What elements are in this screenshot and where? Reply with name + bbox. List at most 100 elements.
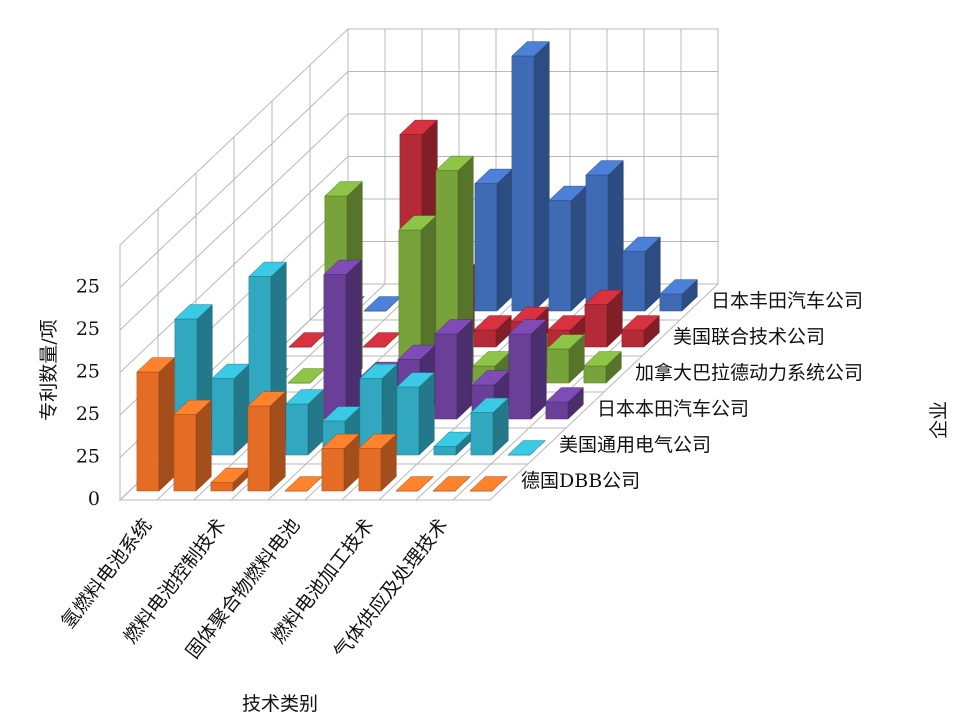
y-tick-label: 25 [76,276,100,298]
bar [395,476,434,492]
bar [659,279,698,312]
bar [508,319,547,420]
bar-side [533,41,550,312]
bar-top [359,363,398,379]
bar-side [233,363,250,456]
bar [247,391,286,492]
bar [285,389,324,456]
legend-label: 日本丰田汽车公司 [711,290,863,312]
bar [396,372,435,456]
bar-side [530,319,547,420]
bar [358,433,397,492]
bar [321,433,360,492]
bar [323,259,362,420]
bar-top [546,334,585,350]
bar [511,41,550,312]
grid-line [119,113,718,331]
bar [583,351,622,384]
bar-front [434,333,458,420]
bar-top [248,261,287,277]
y-axis-title: 专利数量/项 [38,319,60,420]
bar-side [607,160,624,312]
bar-front [321,448,345,492]
bar-side [158,357,175,492]
bar-top [395,476,434,492]
bar [621,315,660,348]
bar [548,185,587,312]
bar-top [136,357,175,373]
bar-front [474,183,498,312]
bar-top [435,155,474,171]
bar-side [269,391,286,492]
bar-top [659,279,698,295]
y-tick-label: 25 [76,361,100,383]
bar-front [323,274,347,420]
bar-side [496,168,513,312]
bar-top [621,315,660,331]
bar-top [508,319,547,335]
bar-top [470,397,509,413]
bar-top [174,304,213,320]
bar [546,334,585,384]
bar-top [321,433,360,449]
bar [173,399,212,492]
grid-line [119,71,718,288]
bar [398,215,437,384]
bar-top [473,315,512,331]
bar [474,168,513,312]
bar-top [247,391,286,407]
y-tick-label: 25 [76,446,100,468]
bar-top [584,289,623,305]
bar-front [584,304,608,348]
bar-top [434,319,473,335]
bar-side [456,319,473,420]
bar-top [324,181,363,197]
legend-label: 美国联合技术公司 [673,326,825,348]
bar-front [511,55,535,312]
bar-front [396,386,420,456]
bar-top [323,259,362,275]
bar [433,431,472,456]
bar-front [548,200,572,312]
x-axis-title: 技术类别 [242,693,318,715]
legend-label: 加拿大巴拉德动力系统公司 [635,361,863,384]
bar-front [210,482,234,492]
bar-side [570,185,587,312]
bar-front [136,371,160,492]
bar-front [659,293,683,312]
bar-front [358,448,382,492]
bar-front [622,251,646,312]
y-tick-label: 25 [76,403,100,425]
bar-top [396,372,435,388]
bar-top [585,160,624,176]
legend-label: 美国通用电气公司 [559,434,711,456]
bar [210,467,249,492]
bar-top [507,440,546,456]
bar [545,387,584,420]
bar-top [622,236,661,252]
bar [585,160,624,312]
bar-top [399,119,438,135]
bar-front [473,329,497,348]
bar [473,315,512,348]
bar-front [546,348,570,384]
bar-front [433,446,457,456]
bar-front [211,378,235,456]
bar-top [511,41,550,57]
z-axis-title: 企业 [928,401,950,439]
bar [507,440,546,456]
bar-front [545,401,569,420]
bar [136,357,175,492]
bar-front [173,414,197,492]
bar-front [508,333,532,420]
legend-label: 德国DBB公司 [521,470,640,492]
bar [469,476,508,492]
bar-top [545,387,584,403]
grid-line [119,156,718,373]
bar [432,476,471,492]
bar-front [285,403,309,456]
legend-label: 日本本田汽车公司 [597,398,749,420]
bar-front [621,329,645,348]
bar-front [583,365,607,384]
